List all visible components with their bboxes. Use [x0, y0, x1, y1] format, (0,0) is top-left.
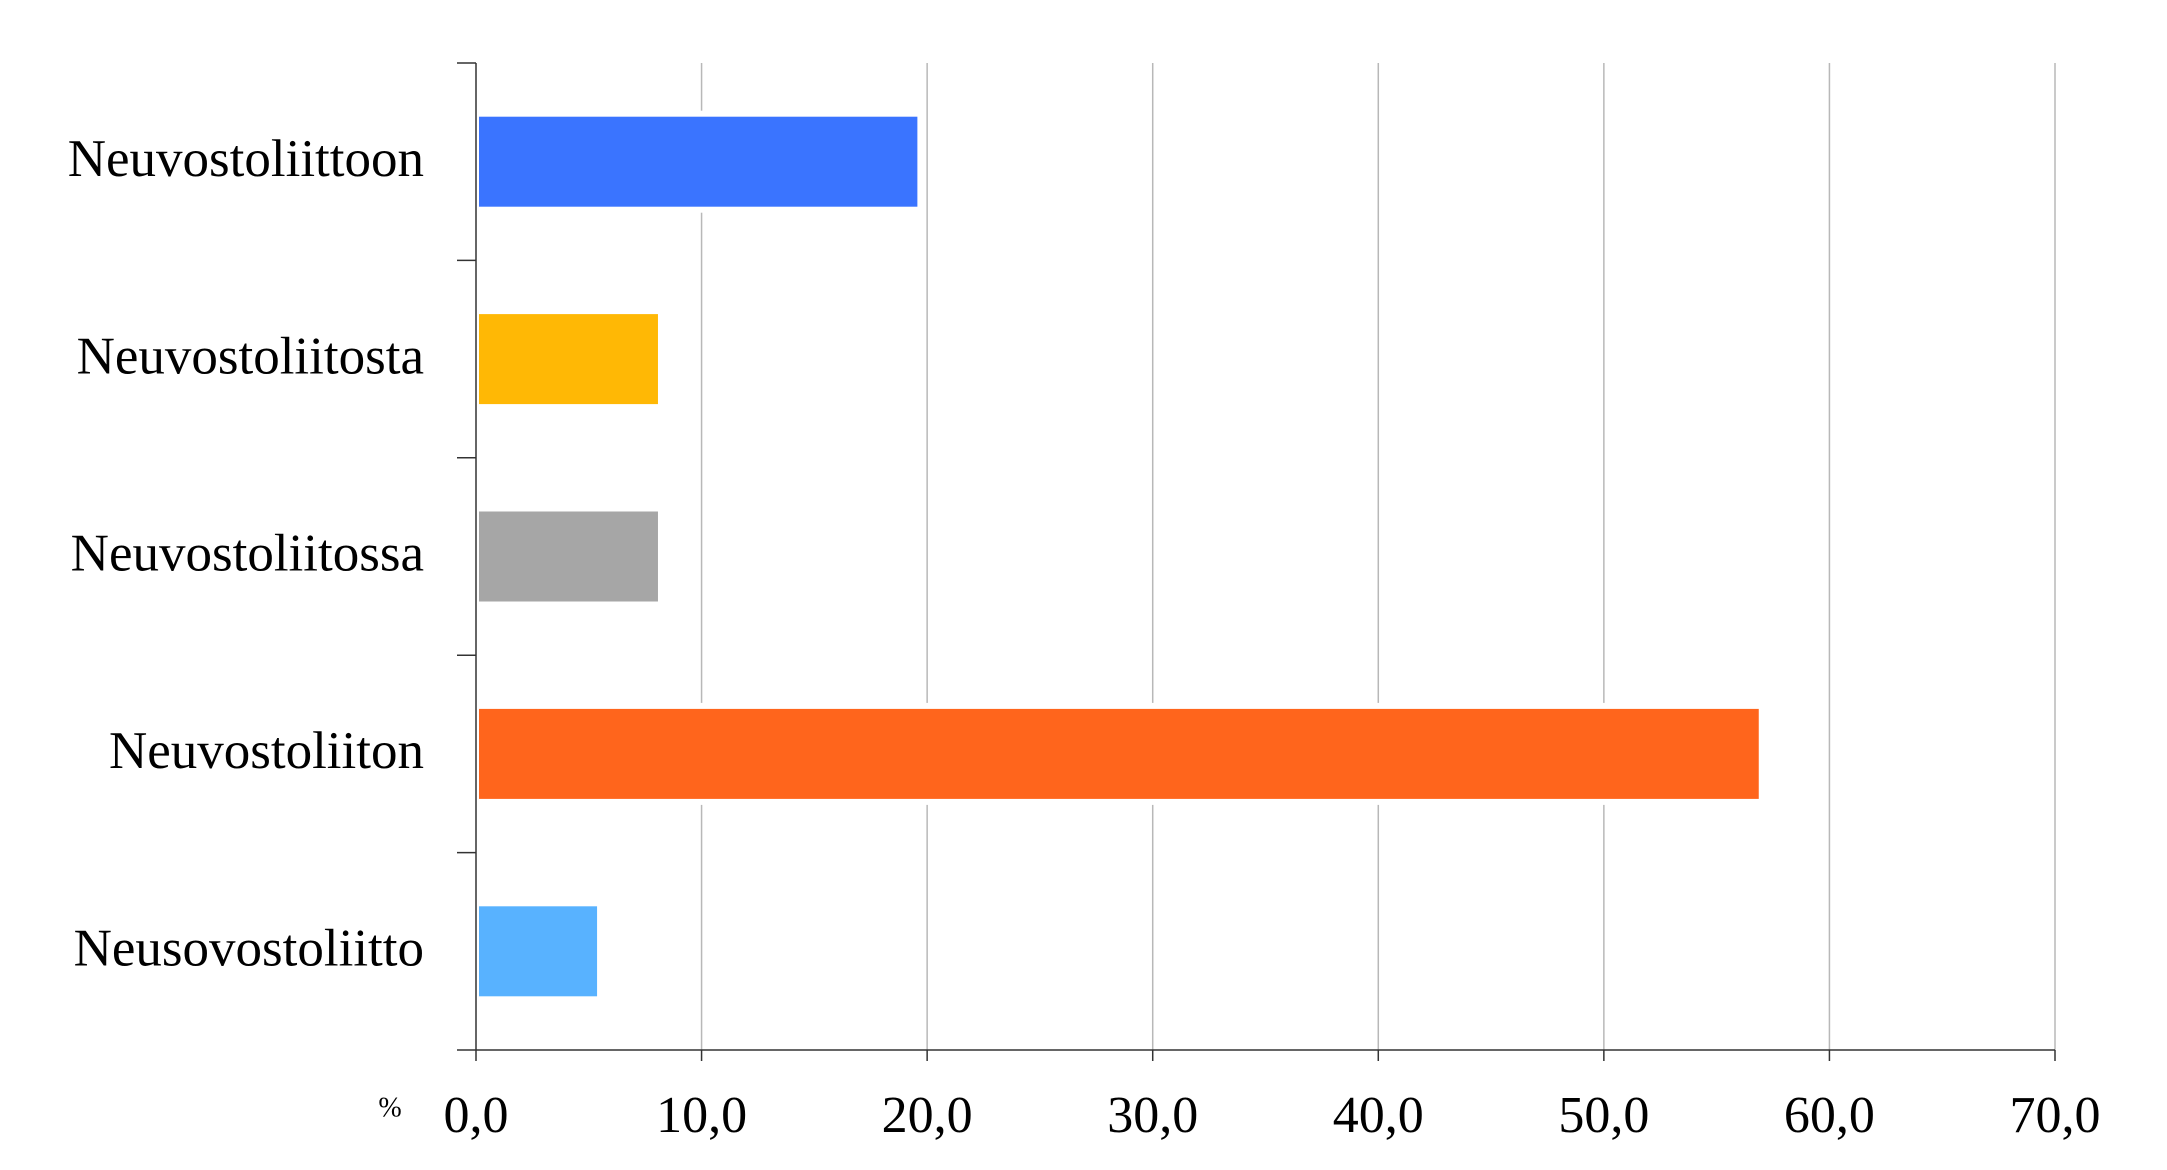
y-tick-label: Neuvostoliitosta: [77, 327, 424, 385]
x-tick-label: 10,0: [656, 1087, 747, 1144]
x-tick-label: 30,0: [1107, 1087, 1198, 1144]
bar: [473, 505, 664, 608]
x-tick-label: 20,0: [882, 1087, 973, 1144]
y-tick-label: Neuvostoliittoon: [68, 130, 424, 188]
bar: [473, 308, 664, 411]
bar: [473, 702, 1765, 805]
y-tick-label: Neuvostoliitossa: [71, 525, 424, 583]
x-tick-label: 50,0: [1558, 1087, 1649, 1144]
bar: [473, 110, 924, 213]
y-tick-label: Neuvostoliiton: [109, 722, 424, 780]
x-tick-label: 0,0: [444, 1087, 509, 1144]
x-tick-label: 70,0: [2010, 1087, 2101, 1144]
x-axis-unit: %: [378, 1092, 401, 1123]
bar: [473, 900, 604, 1003]
x-tick-label: 40,0: [1333, 1087, 1424, 1144]
y-tick-label: Neusovostoliitto: [74, 919, 424, 977]
x-tick-label: 60,0: [1784, 1087, 1875, 1144]
